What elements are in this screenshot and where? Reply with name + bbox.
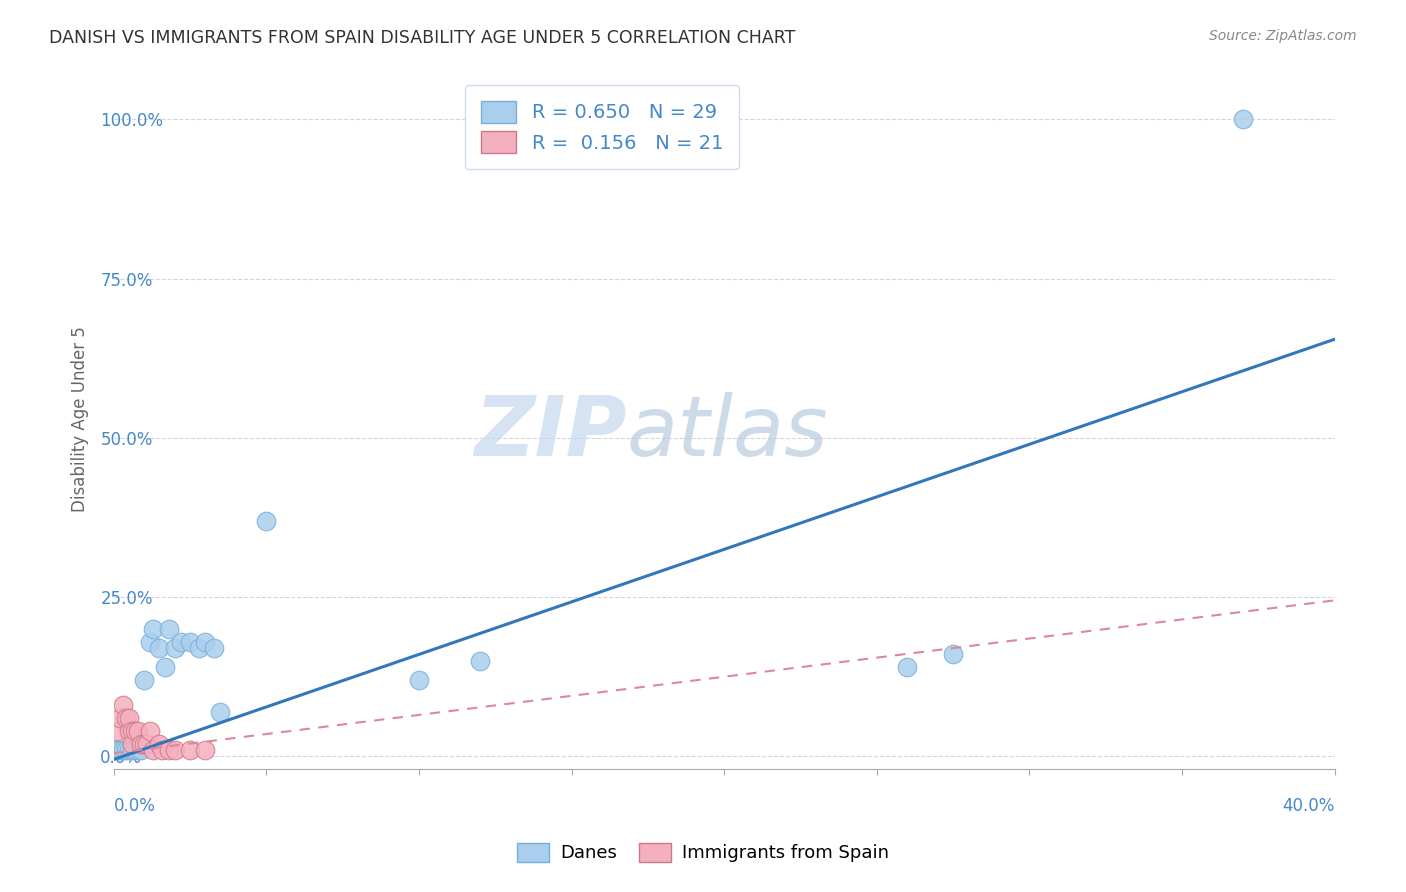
- Y-axis label: Disability Age Under 5: Disability Age Under 5: [72, 326, 89, 512]
- Text: Source: ZipAtlas.com: Source: ZipAtlas.com: [1209, 29, 1357, 43]
- Point: [114, 743, 136, 757]
- Point: [139, 723, 162, 738]
- Point: [142, 622, 165, 636]
- Text: DANISH VS IMMIGRANTS FROM SPAIN DISABILITY AGE UNDER 5 CORRELATION CHART: DANISH VS IMMIGRANTS FROM SPAIN DISABILI…: [49, 29, 796, 46]
- Point: [121, 737, 143, 751]
- Point: [108, 711, 131, 725]
- Point: [129, 743, 152, 757]
- Point: [163, 641, 186, 656]
- Point: [148, 737, 170, 751]
- Point: [118, 723, 141, 738]
- Point: [132, 737, 155, 751]
- Point: [132, 673, 155, 687]
- Point: [194, 634, 217, 648]
- Legend: R = 0.650   N = 29, R =  0.156   N = 21: R = 0.650 N = 29, R = 0.156 N = 21: [465, 86, 738, 169]
- Point: [121, 723, 143, 738]
- Point: [111, 743, 134, 757]
- Point: [129, 737, 152, 751]
- Text: atlas: atlas: [627, 392, 828, 474]
- Text: 0.0%: 0.0%: [114, 797, 156, 815]
- Point: [188, 641, 211, 656]
- Point: [118, 743, 141, 757]
- Point: [127, 723, 149, 738]
- Point: [194, 743, 217, 757]
- Point: [1232, 112, 1254, 127]
- Point: [152, 743, 174, 757]
- Point: [254, 514, 277, 528]
- Point: [136, 737, 159, 751]
- Point: [468, 654, 491, 668]
- Point: [114, 711, 136, 725]
- Point: [408, 673, 430, 687]
- Point: [127, 743, 149, 757]
- Text: 40.0%: 40.0%: [1282, 797, 1334, 815]
- Point: [157, 743, 180, 757]
- Point: [202, 641, 225, 656]
- Point: [108, 743, 131, 757]
- Point: [155, 660, 177, 674]
- Point: [942, 648, 965, 662]
- Point: [170, 634, 193, 648]
- Point: [124, 723, 146, 738]
- Point: [148, 641, 170, 656]
- Point: [139, 634, 162, 648]
- Point: [105, 743, 128, 757]
- Legend: Danes, Immigrants from Spain: Danes, Immigrants from Spain: [509, 836, 897, 870]
- Point: [118, 711, 141, 725]
- Point: [157, 622, 180, 636]
- Point: [105, 723, 128, 738]
- Point: [179, 634, 201, 648]
- Point: [896, 660, 918, 674]
- Point: [121, 743, 143, 757]
- Point: [209, 705, 232, 719]
- Point: [179, 743, 201, 757]
- Text: ZIP: ZIP: [474, 392, 627, 474]
- Point: [111, 698, 134, 713]
- Point: [124, 743, 146, 757]
- Point: [142, 743, 165, 757]
- Point: [163, 743, 186, 757]
